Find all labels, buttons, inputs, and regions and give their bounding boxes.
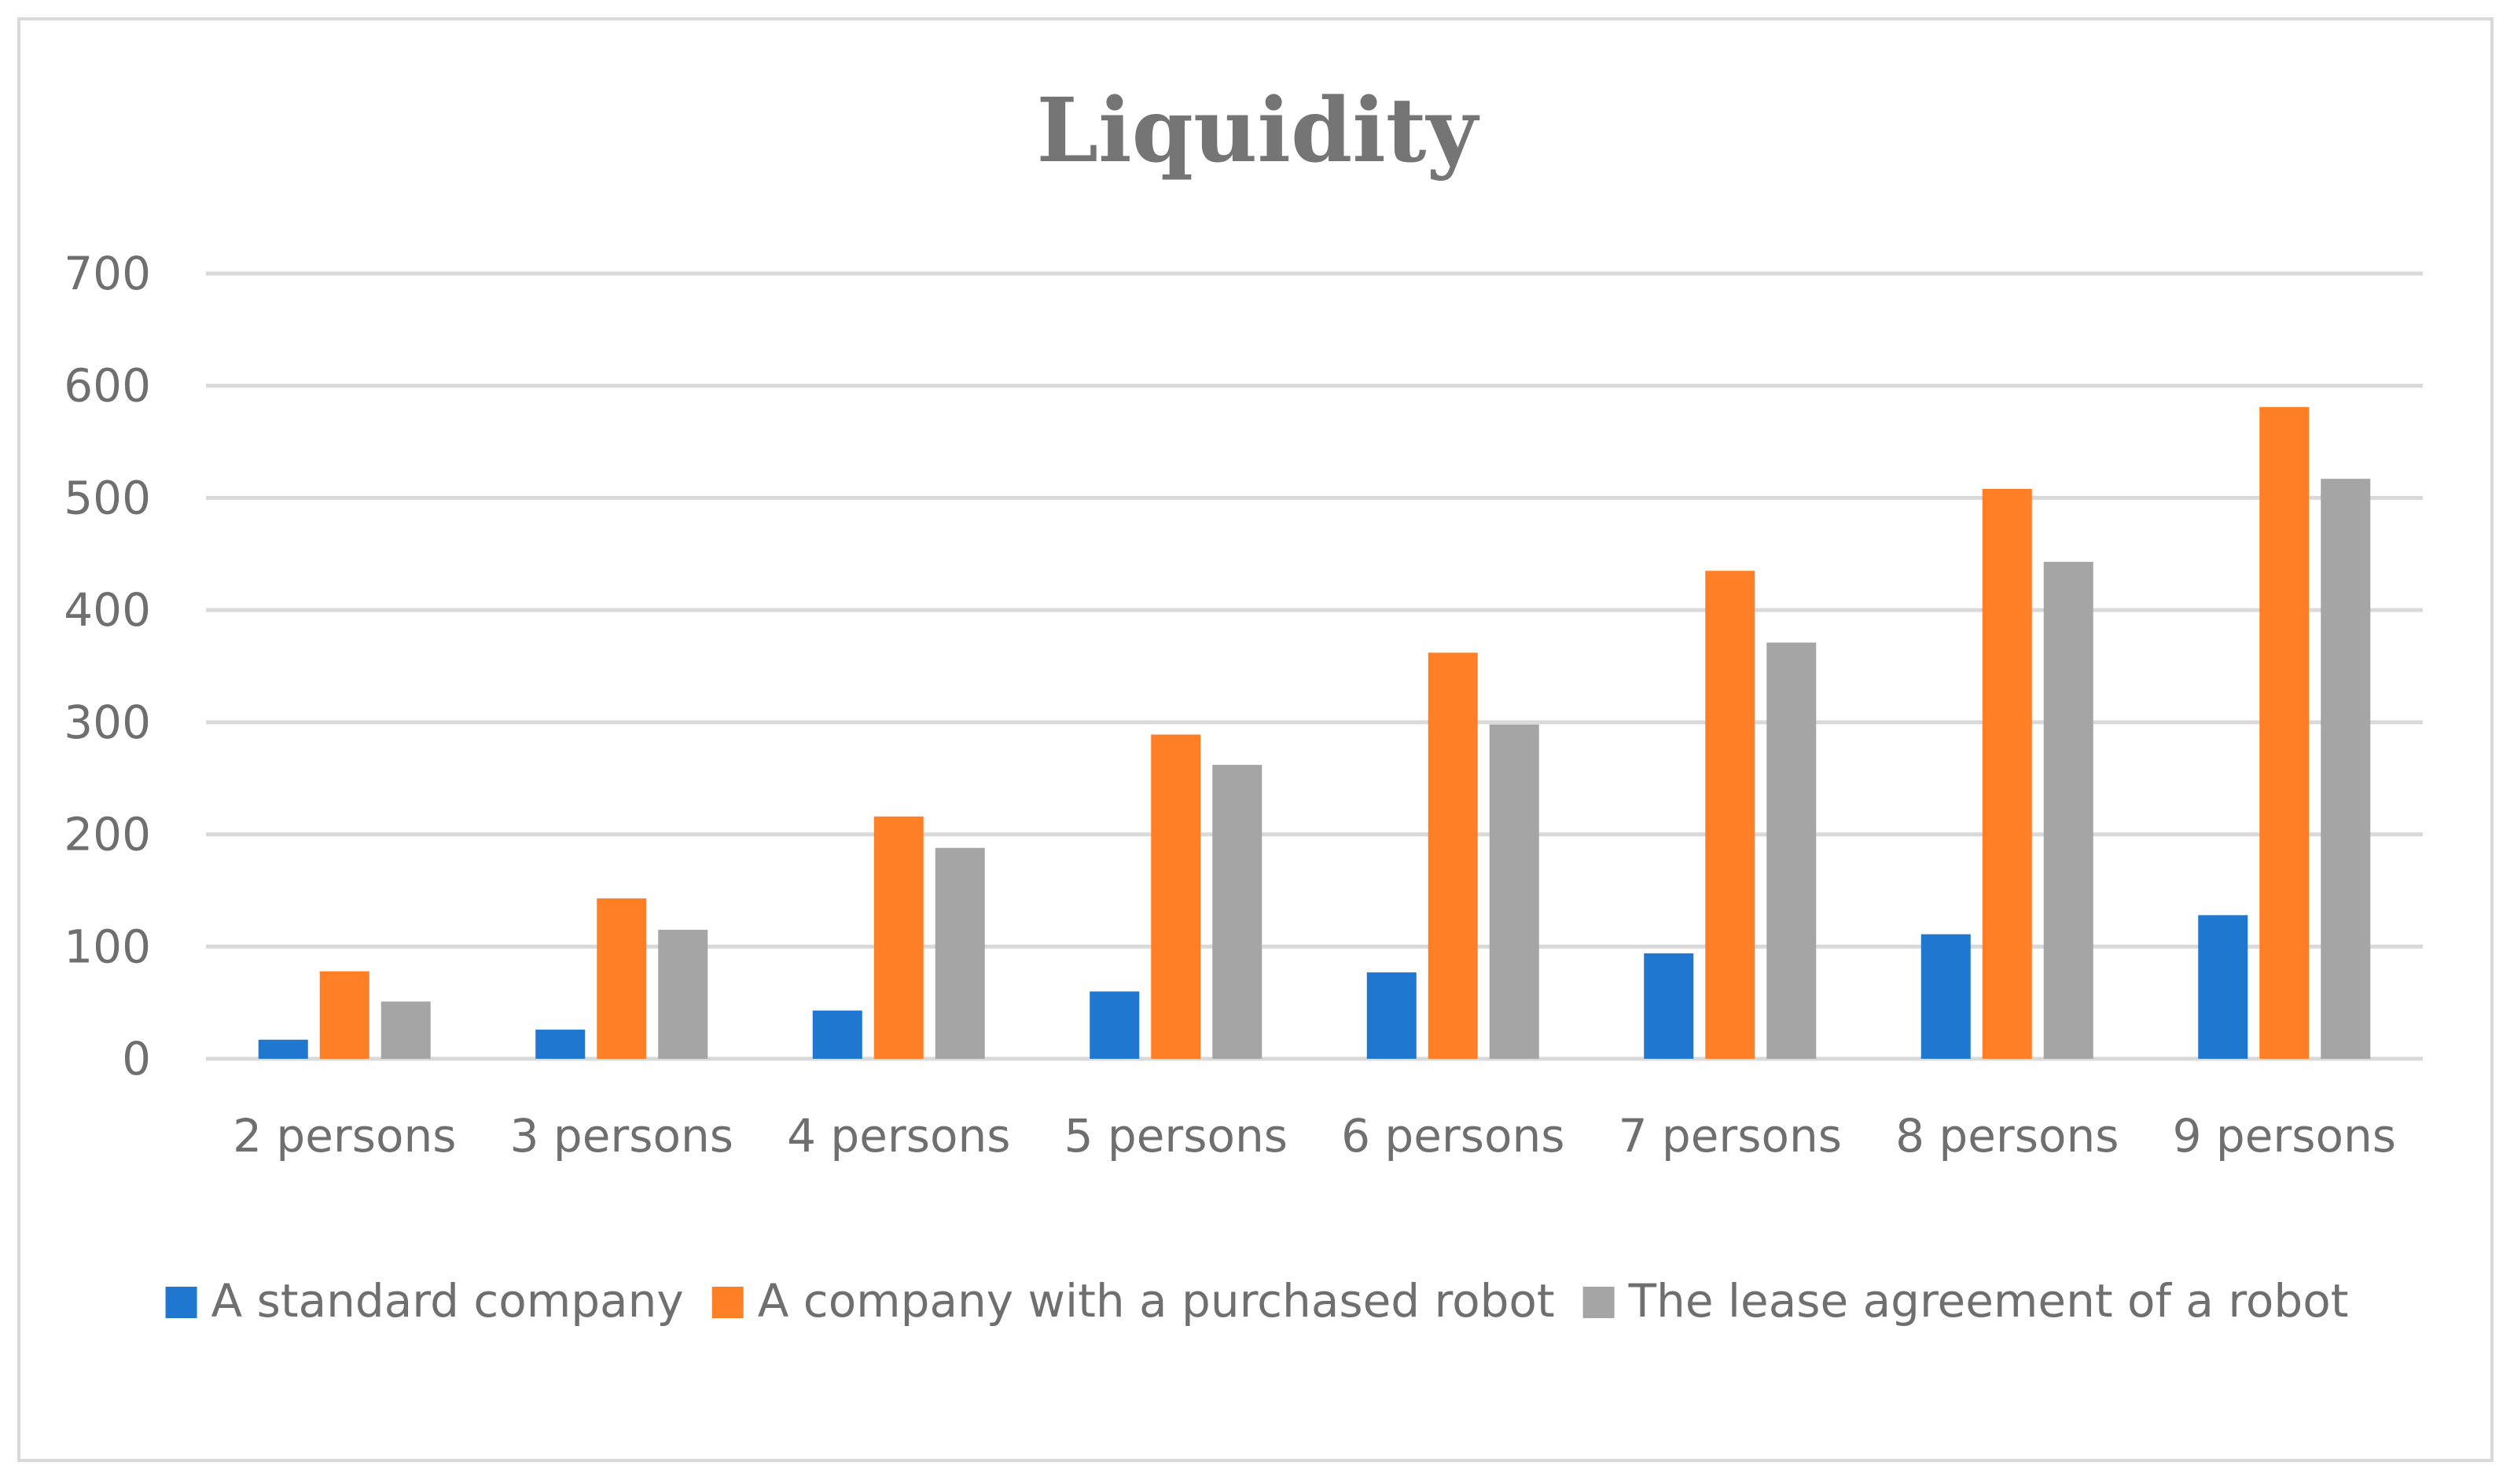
category-label-3: 4 persons [787, 1109, 1010, 1163]
legend-marker-3 [1582, 1287, 1615, 1318]
category-label-7: 8 persons [1895, 1109, 2119, 1163]
bar-3-5 [1489, 724, 1539, 1059]
legend-marker-1 [165, 1287, 197, 1318]
legend-item-1: A standard company [165, 1274, 684, 1328]
bar-3-3 [935, 847, 985, 1059]
bar-3-6 [1766, 642, 1817, 1059]
bar-1-1 [258, 1039, 308, 1059]
bar-1-8 [2198, 915, 2248, 1059]
category-label-5: 6 persons [1341, 1109, 1564, 1163]
y-tick-label-0: 0 [122, 1032, 151, 1085]
category-label-1: 2 persons [233, 1109, 456, 1163]
bar-3-7 [2043, 561, 2093, 1059]
bar-1-3 [812, 1010, 862, 1059]
category-label-2: 3 persons [510, 1109, 733, 1163]
bar-1-4 [1090, 991, 1140, 1059]
y-axis-ticks: 0 100 200 300 400 500 600 700 [64, 247, 151, 1085]
bar-3-4 [1212, 765, 1263, 1059]
x-axis-categories: 2 persons 3 persons 4 persons 5 persons 6 pe… [233, 1109, 2396, 1163]
category-label-4: 5 persons [1064, 1109, 1288, 1163]
y-tick-label-600: 600 [64, 359, 151, 413]
y-tick-label-400: 400 [64, 583, 151, 637]
chart-title: Liquidity [1036, 79, 1479, 182]
bars [258, 406, 2371, 1059]
bar-3-2 [658, 929, 708, 1059]
y-tick-label-700: 700 [64, 247, 151, 300]
category-label-8: 9 persons [2173, 1109, 2396, 1163]
legend-item-3: The lease agreement of a robot [1582, 1274, 2349, 1328]
bar-1-5 [1366, 972, 1417, 1059]
bar-2-6 [1705, 571, 1755, 1059]
y-tick-label-500: 500 [64, 471, 151, 524]
legend-label-3: The lease agreement of a robot [1628, 1274, 2349, 1328]
bar-2-3 [873, 816, 924, 1059]
bar-3-8 [2321, 479, 2371, 1059]
bar-1-7 [1920, 934, 1971, 1059]
legend-label-2: A company with a purchased robot [758, 1274, 1555, 1328]
bar-1-6 [1644, 953, 1694, 1059]
y-tick-label-100: 100 [64, 920, 151, 973]
bar-1-2 [535, 1029, 586, 1059]
bar-2-5 [1428, 652, 1478, 1059]
legend-item-2: A company with a purchased robot [711, 1274, 1555, 1328]
legend: A standard company A company with a purch… [165, 1274, 2349, 1328]
y-tick-label-300: 300 [64, 696, 151, 749]
y-tick-label-200: 200 [64, 808, 151, 861]
bar-2-1 [319, 971, 369, 1059]
category-label-6: 7 persons [1619, 1109, 1842, 1163]
bar-2-7 [1982, 489, 2032, 1059]
legend-marker-2 [711, 1287, 744, 1318]
bar-2-2 [597, 898, 647, 1059]
bar-2-8 [2259, 406, 2310, 1059]
bar-2-4 [1151, 734, 1201, 1059]
legend-label-1: A standard company [211, 1274, 684, 1328]
bar-3-1 [380, 1001, 431, 1059]
